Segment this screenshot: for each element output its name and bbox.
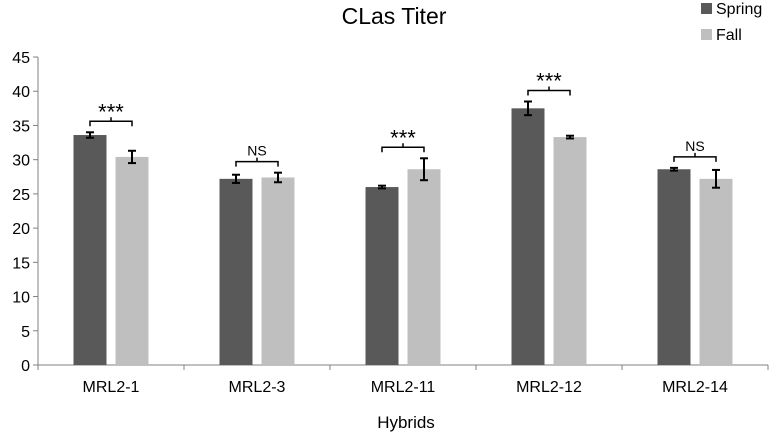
bar-fall <box>553 137 587 365</box>
significance-label: *** <box>390 125 416 150</box>
legend: Spring Fall <box>701 1 762 44</box>
bar-spring <box>511 108 545 365</box>
x-axis-label: Hybrids <box>377 413 435 432</box>
bar-spring <box>365 187 399 365</box>
bar-spring <box>73 135 107 365</box>
x-tick-label: MRL2-11 <box>371 379 436 396</box>
significance-label: NS <box>247 143 266 159</box>
y-tick-label: 30 <box>12 153 30 170</box>
bar-fall <box>115 156 149 365</box>
x-tick-label: MRL2-3 <box>229 379 286 396</box>
x-axis: MRL2-1 MRL2-3 MRL2-11 MRL2-12 MRL2-14 <box>37 364 769 396</box>
x-tick-label: MRL2-1 <box>83 379 140 396</box>
bar-fall <box>699 178 733 365</box>
significance-bracket <box>673 152 717 162</box>
x-tick-label: MRL2-12 <box>516 379 582 396</box>
bar-fall <box>261 177 295 365</box>
significance-label: *** <box>98 99 124 124</box>
legend-swatch-fall <box>701 29 712 40</box>
chart-title: CLas Titer <box>342 3 447 29</box>
y-axis: 0 5 10 15 20 25 30 35 40 45 <box>12 50 39 375</box>
significance-bracket <box>381 143 425 153</box>
y-tick-label: 10 <box>12 290 30 307</box>
bar-spring <box>657 169 691 365</box>
y-tick-label: 35 <box>12 118 30 135</box>
bars <box>73 108 733 365</box>
significance-annotations: *** NS *** *** NS <box>89 68 717 167</box>
x-tick-label: MRL2-14 <box>662 379 728 396</box>
legend-label-fall: Fall <box>716 27 742 44</box>
y-tick-label: 25 <box>12 187 30 204</box>
error-bars <box>86 100 720 190</box>
legend-label-spring: Spring <box>716 1 762 18</box>
significance-label: *** <box>536 68 562 93</box>
significance-bracket <box>235 157 279 167</box>
significance-bracket <box>527 86 571 96</box>
significance-label: NS <box>685 138 704 154</box>
legend-swatch-spring <box>701 3 712 14</box>
y-tick-label: 40 <box>12 84 30 101</box>
y-tick-label: 45 <box>12 50 30 67</box>
bar-fall <box>407 169 441 365</box>
bar-spring <box>219 178 253 365</box>
y-tick-label: 15 <box>12 255 30 272</box>
significance-bracket <box>89 117 133 127</box>
y-tick-label: 20 <box>12 221 30 238</box>
y-tick-label: 5 <box>21 324 30 341</box>
y-tick-label: 0 <box>21 358 30 375</box>
